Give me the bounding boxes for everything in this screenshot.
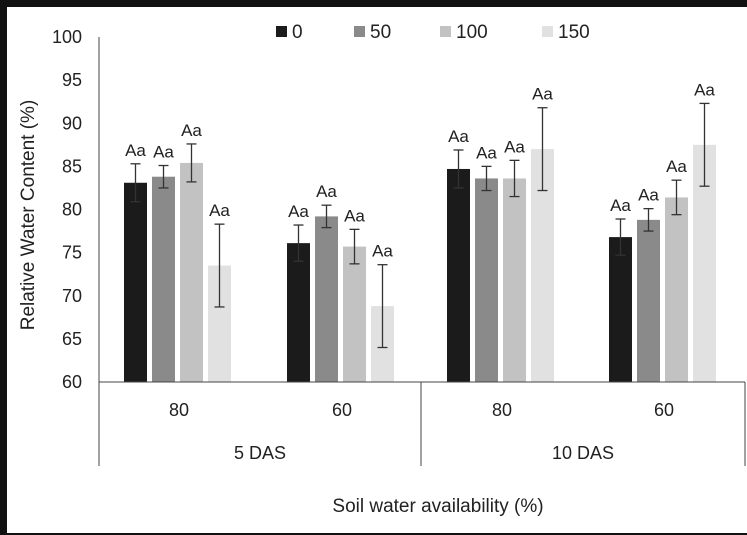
- y-tick-label: 75: [62, 243, 82, 263]
- significance-label: Aa: [476, 143, 497, 162]
- significance-label: Aa: [532, 85, 553, 104]
- significance-label: Aa: [153, 143, 174, 162]
- significance-label: Aa: [448, 127, 469, 146]
- significance-label: Aa: [372, 242, 393, 261]
- legend-label: 50: [370, 22, 391, 43]
- y-axis-title: Relative Water Content (%): [18, 100, 39, 331]
- bars: Aa Aa Aa Aa Aa Aa Aa Aa Aa Aa Aa Aa Aa Aa Aa Aa: [124, 80, 716, 382]
- legend-swatch: [542, 26, 553, 37]
- significance-label: Aa: [209, 201, 230, 220]
- bar: [503, 178, 526, 382]
- bar: [447, 168, 470, 382]
- y-tick-label: 80: [62, 200, 82, 220]
- y-tick-label: 70: [62, 286, 82, 306]
- bar: [609, 237, 632, 382]
- x-axis: 80 60 80 60 5 DAS 10 DAS: [98, 381, 746, 466]
- significance-label: Aa: [344, 206, 365, 225]
- significance-label: Aa: [504, 137, 525, 156]
- significance-label: Aa: [125, 141, 146, 160]
- bar: [287, 243, 310, 382]
- y-axis: 60 65 70 75 80 85 90 95 100: [52, 27, 100, 392]
- x-axis-title: Soil water availability (%): [332, 496, 543, 517]
- y-tick-label: 95: [62, 70, 82, 90]
- x-group-label: 5 DAS: [234, 443, 286, 463]
- legend-swatch: [440, 26, 451, 37]
- x-tick-label: 80: [492, 400, 512, 420]
- legend-swatch: [276, 26, 287, 37]
- significance-label: Aa: [288, 202, 309, 221]
- legend-label: 100: [456, 22, 488, 43]
- y-tick-label: 60: [62, 372, 82, 392]
- bar: [208, 265, 231, 382]
- bar: [152, 176, 175, 382]
- legend-swatch: [354, 26, 365, 37]
- bar: [124, 182, 147, 382]
- y-tick-label: 90: [62, 113, 82, 133]
- bar: [180, 162, 203, 382]
- significance-label: Aa: [694, 80, 715, 99]
- significance-label: Aa: [316, 182, 337, 201]
- bar: [315, 216, 338, 382]
- significance-label: Aa: [181, 121, 202, 140]
- legend: 0 50 100 150: [276, 22, 590, 43]
- y-tick-label: 100: [52, 27, 82, 47]
- bar: [665, 197, 688, 382]
- y-tick-label: 85: [62, 156, 82, 176]
- significance-label: Aa: [610, 196, 631, 215]
- bar: [637, 219, 660, 382]
- significance-label: Aa: [638, 186, 659, 205]
- bar: [343, 246, 366, 382]
- legend-label: 150: [558, 22, 590, 43]
- x-tick-label: 80: [169, 400, 189, 420]
- bar: [531, 149, 554, 382]
- x-tick-label: 60: [332, 400, 352, 420]
- x-tick-label: 60: [654, 400, 674, 420]
- legend-label: 0: [292, 22, 303, 43]
- bar: [693, 144, 716, 382]
- significance-label: Aa: [666, 157, 687, 176]
- x-group-label: 10 DAS: [552, 443, 614, 463]
- y-tick-label: 65: [62, 329, 82, 349]
- bar: [475, 178, 498, 382]
